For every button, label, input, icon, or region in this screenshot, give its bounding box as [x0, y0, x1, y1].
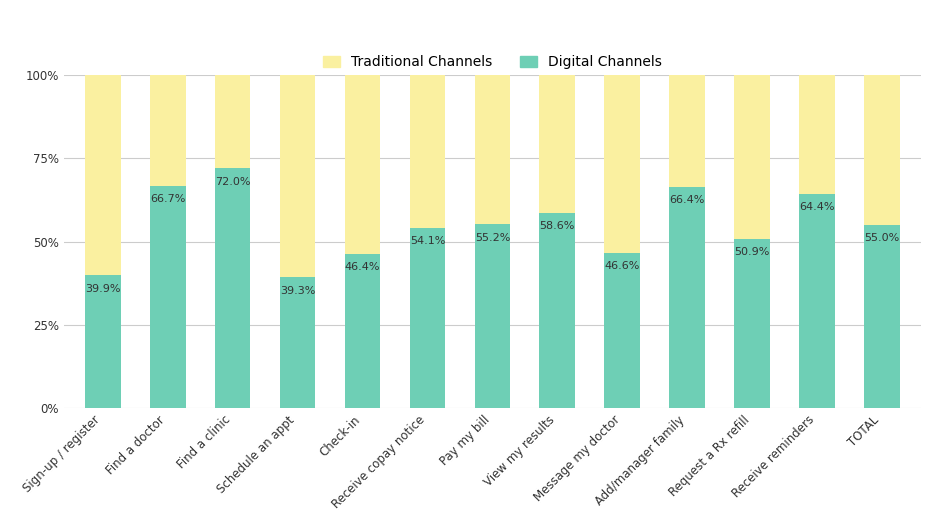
Text: 55.2%: 55.2% [475, 232, 510, 242]
Bar [605, 75, 640, 253]
Text: 39.9%: 39.9% [85, 284, 121, 294]
Bar [735, 239, 770, 408]
Text: 58.6%: 58.6% [540, 221, 575, 231]
Bar [539, 213, 576, 408]
Text: 66.4%: 66.4% [669, 195, 705, 205]
Bar [735, 75, 770, 239]
Legend: Traditional Channels, Digital Channels: Traditional Channels, Digital Channels [316, 48, 668, 76]
Bar [410, 75, 446, 228]
Bar [214, 168, 251, 408]
Bar [799, 75, 835, 194]
Bar [150, 75, 185, 186]
Text: 50.9%: 50.9% [735, 247, 769, 257]
Bar [475, 224, 510, 408]
Bar [864, 225, 899, 408]
Bar [799, 194, 835, 408]
Bar [85, 75, 121, 275]
Text: 72.0%: 72.0% [215, 177, 251, 187]
Bar [864, 75, 899, 225]
Bar [410, 228, 446, 408]
Bar [669, 75, 705, 187]
Text: 66.7%: 66.7% [150, 194, 185, 204]
Bar [539, 75, 576, 213]
Bar [344, 254, 380, 408]
Bar [214, 75, 251, 168]
Text: 55.0%: 55.0% [865, 234, 899, 244]
Text: 39.3%: 39.3% [280, 286, 315, 296]
Bar [280, 75, 315, 277]
Text: 64.4%: 64.4% [799, 202, 835, 212]
Bar [669, 187, 705, 408]
Bar [150, 186, 185, 408]
Text: 46.4%: 46.4% [344, 262, 380, 272]
Text: 54.1%: 54.1% [410, 236, 446, 246]
Bar [605, 253, 640, 408]
Bar [475, 75, 510, 224]
Bar [280, 277, 315, 408]
Text: 46.6%: 46.6% [605, 261, 640, 271]
Bar [344, 75, 380, 254]
Bar [85, 275, 121, 408]
